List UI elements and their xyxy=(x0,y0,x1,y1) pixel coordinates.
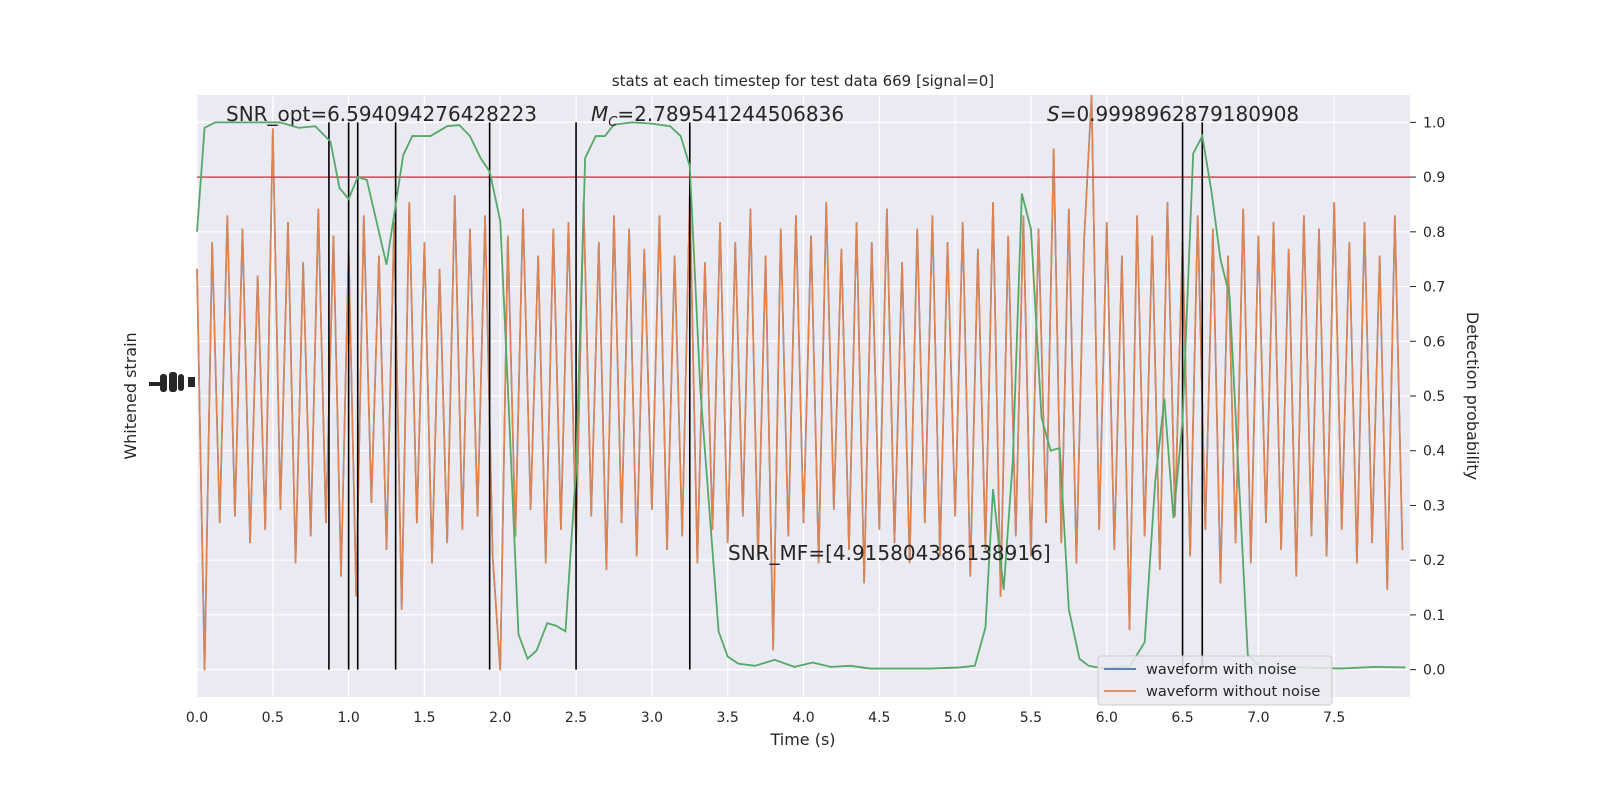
annotation-symbol: M xyxy=(591,102,608,126)
probability-line xyxy=(196,121,1406,670)
annotation-text: SNR_MF=[4.915804386138916] xyxy=(728,541,1051,565)
y2-tick-label: 0.3 xyxy=(1423,498,1445,514)
tick-blob xyxy=(188,377,195,387)
marks xyxy=(196,94,1410,671)
annotation-subscript: C xyxy=(608,115,618,130)
y2-tick-label: 0.8 xyxy=(1423,225,1445,241)
x-tick-label: 6.0 xyxy=(1096,710,1118,726)
y2-tick-label: 0.0 xyxy=(1423,663,1445,679)
y2-axis-label: Detection probability xyxy=(1463,312,1482,480)
x-tick-label: 6.5 xyxy=(1171,710,1193,726)
y2-tick-label: 0.7 xyxy=(1423,280,1445,296)
y2-tick-label: 0.5 xyxy=(1423,389,1445,405)
x-tick-label: 2.5 xyxy=(565,710,587,726)
x-tick-label: 4.5 xyxy=(868,710,890,726)
annotation: S=0.9998962879180908 xyxy=(1047,102,1299,126)
x-tick-label: 4.0 xyxy=(792,710,814,726)
garbled-left-ticks xyxy=(149,372,195,392)
annotation: SNR_opt=6.594094276428223 xyxy=(226,102,537,126)
x-tick-label: 0.0 xyxy=(186,710,208,726)
x-tick-label: 1.0 xyxy=(337,710,359,726)
y2-tick-label: 1.0 xyxy=(1423,115,1445,131)
x-tick-label: 3.0 xyxy=(641,710,663,726)
tick-blob xyxy=(160,374,167,392)
tick-blob xyxy=(149,382,161,386)
chart-title: stats at each timestep for test data 669… xyxy=(612,72,994,90)
y-axis-label: Whitened strain xyxy=(121,332,140,459)
y2-tick-label: 0.1 xyxy=(1423,608,1445,624)
y2-tick-label: 0.2 xyxy=(1423,553,1445,569)
annotation-symbol: S xyxy=(1047,102,1060,126)
legend: waveform with noise waveform without nois… xyxy=(1097,655,1333,706)
x-tick-label: 7.0 xyxy=(1247,710,1269,726)
x-tick-label: 0.5 xyxy=(262,710,284,726)
x-tick-label: 3.5 xyxy=(717,710,739,726)
y2-tick-label: 0.9 xyxy=(1423,170,1445,186)
legend-label: waveform without noise xyxy=(1146,684,1320,700)
annotation-text: =2.789541244506836 xyxy=(617,102,844,126)
y2-tick-label: 0.4 xyxy=(1423,444,1445,460)
annotation: SNR_MF=[4.915804386138916] xyxy=(728,541,1051,565)
y2-tick-label: 0.6 xyxy=(1423,334,1445,350)
x-tick-label: 5.0 xyxy=(944,710,966,726)
annotation-text: =0.9998962879180908 xyxy=(1060,102,1299,126)
legend-label: waveform with noise xyxy=(1146,662,1297,678)
tick-blob xyxy=(178,374,184,391)
x-tick-label: 2.0 xyxy=(489,710,511,726)
x-axis-label: Time (s) xyxy=(769,730,835,749)
annotation-text: SNR_opt=6.594094276428223 xyxy=(226,102,537,126)
labels: 0.0 0.5 1.0 1.5 2.0 2.5 3.0 3.5 4.0 4.5 5.0 5.5 6.0 6… xyxy=(186,102,1445,726)
legend-box xyxy=(1097,655,1333,706)
tick-blob xyxy=(169,372,177,392)
x-tick-label: 7.5 xyxy=(1323,710,1345,726)
annotation: MC=2.789541244506836 xyxy=(591,102,844,130)
x-tick-label: 5.5 xyxy=(1020,710,1042,726)
x-tick-label: 1.5 xyxy=(413,710,435,726)
